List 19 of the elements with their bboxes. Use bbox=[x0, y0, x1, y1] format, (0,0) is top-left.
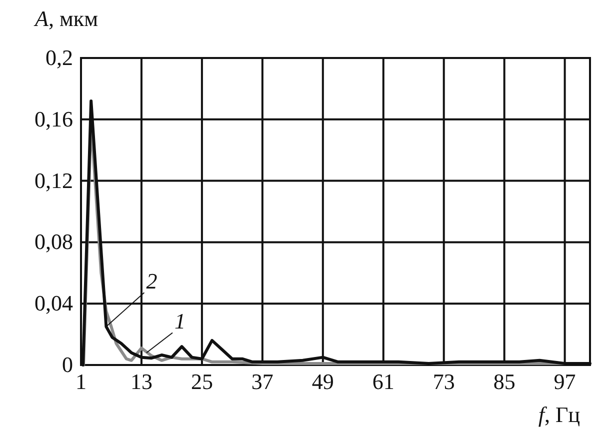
y-tick-label: 0,2 bbox=[46, 45, 73, 70]
x-tick-label: 73 bbox=[432, 369, 455, 394]
annotation: 1 bbox=[174, 308, 186, 334]
x-tick-label: 25 bbox=[190, 369, 213, 394]
x-tick-label: 85 bbox=[493, 369, 516, 394]
x-tick-label: 97 bbox=[554, 369, 576, 394]
x-tick-label: 13 bbox=[130, 369, 152, 394]
annotation: 2 bbox=[146, 268, 158, 294]
x-tick-label: 37 bbox=[251, 369, 274, 394]
y-tick-label: 0,16 bbox=[34, 106, 73, 132]
y-axis-title: A, мкм bbox=[33, 6, 98, 31]
y-tick-label: 0 bbox=[62, 352, 73, 377]
x-tick-label: 1 bbox=[76, 369, 86, 394]
y-tick-label: 0,04 bbox=[34, 290, 73, 316]
y-tick-label: 0,12 bbox=[34, 168, 73, 193]
y-tick-label: 0,08 bbox=[34, 229, 73, 254]
x-axis-title: f, Гц bbox=[538, 402, 580, 427]
x-tick-label: 61 bbox=[372, 369, 394, 394]
x-tick-label: 49 bbox=[312, 369, 334, 394]
